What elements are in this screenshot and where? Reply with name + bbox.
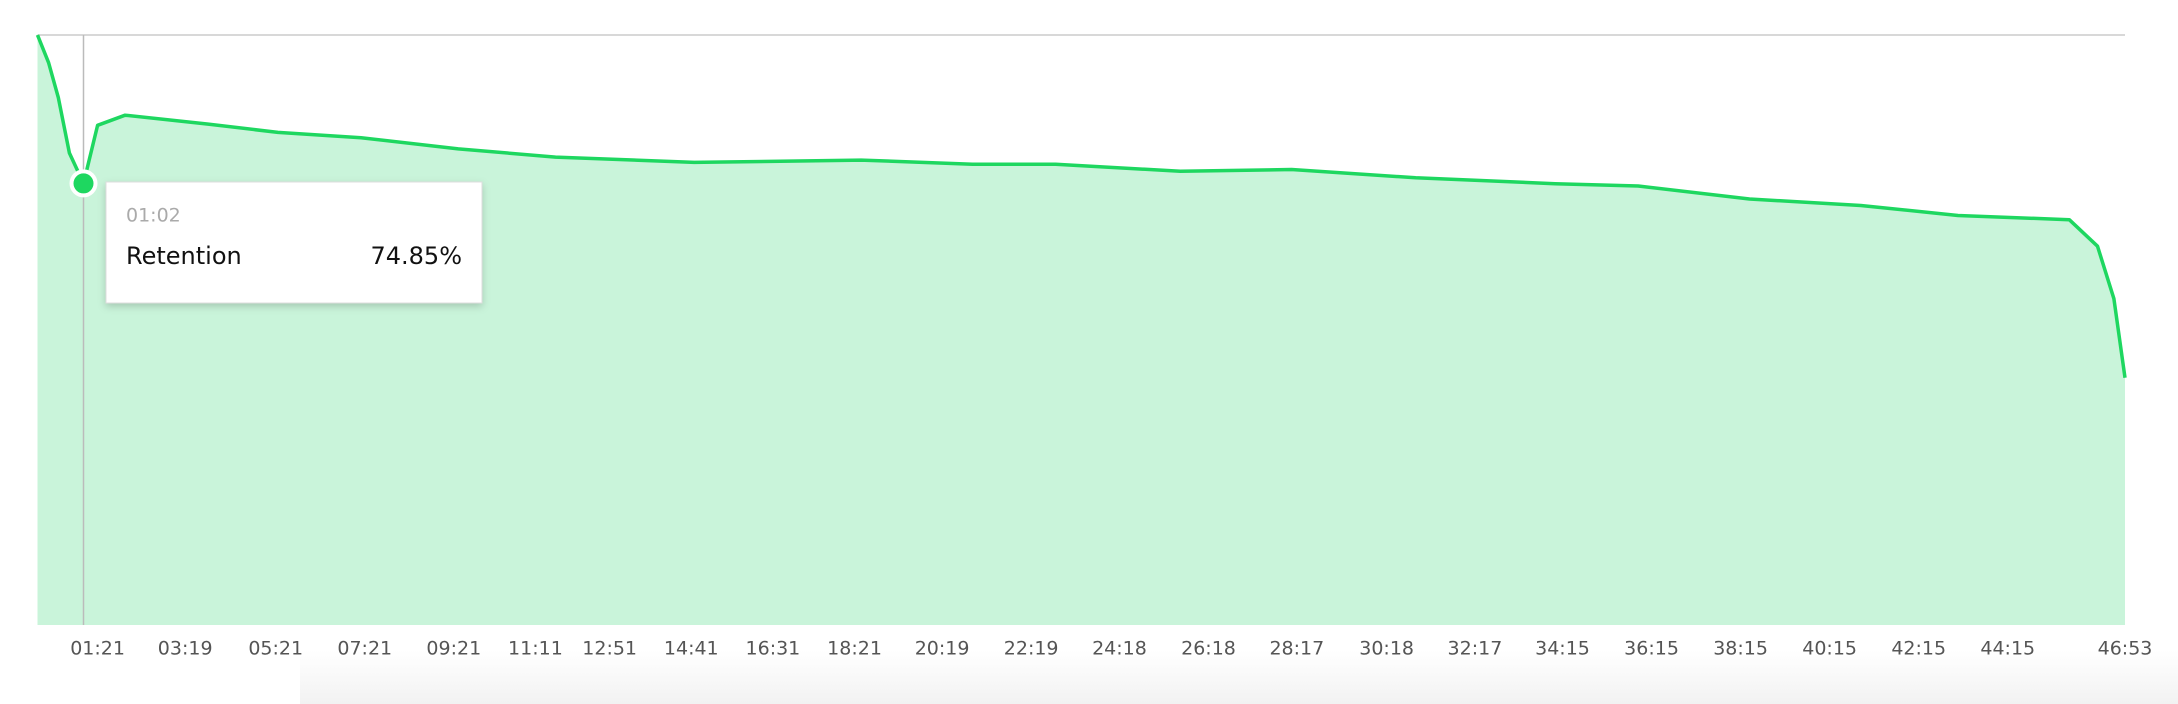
tooltip-time: 01:02 — [126, 205, 181, 227]
x-tick-label: 14:41 — [664, 638, 719, 660]
x-tick-label: 24:18 — [1092, 638, 1147, 660]
x-tick-label: 11:11 — [508, 638, 563, 660]
x-tick-label: 40:15 — [1802, 638, 1857, 660]
x-tick-label: 20:19 — [915, 638, 970, 660]
x-tick-label: 26:18 — [1181, 638, 1236, 660]
area-fill — [37, 35, 2125, 625]
x-tick-label: 30:18 — [1359, 638, 1414, 660]
x-tick-label: 44:15 — [1980, 638, 2035, 660]
x-tick-label: 34:15 — [1535, 638, 1590, 660]
x-tick-label: 22:19 — [1004, 638, 1059, 660]
x-tick-label: 05:21 — [248, 638, 303, 660]
tooltip-value: 74.85% — [370, 242, 462, 270]
x-tick-label: 12:51 — [582, 638, 637, 660]
x-tick-label: 07:21 — [337, 638, 392, 660]
shadow-band — [300, 650, 2178, 704]
x-tick-label: 01:21 — [70, 638, 125, 660]
tooltip-series: Retention — [126, 242, 242, 270]
tooltip: 01:02 Retention 74.85% — [105, 181, 483, 304]
x-tick-label: 18:21 — [827, 638, 882, 660]
x-tick-label: 46:53 — [2098, 638, 2153, 660]
tooltip-box — [105, 181, 483, 304]
x-tick-label: 09:21 — [426, 638, 481, 660]
x-tick-label: 36:15 — [1624, 638, 1679, 660]
area-line — [35, 34, 2127, 379]
x-tick-label: 28:17 — [1269, 638, 1324, 660]
x-tick-label: 32:17 — [1448, 638, 1503, 660]
x-tick-label: 42:15 — [1891, 638, 1946, 660]
x-tick-label: 16:31 — [746, 638, 801, 660]
x-tick-label: 03:19 — [158, 638, 213, 660]
hover-point — [69, 169, 98, 198]
x-tick-label: 38:15 — [1713, 638, 1768, 660]
